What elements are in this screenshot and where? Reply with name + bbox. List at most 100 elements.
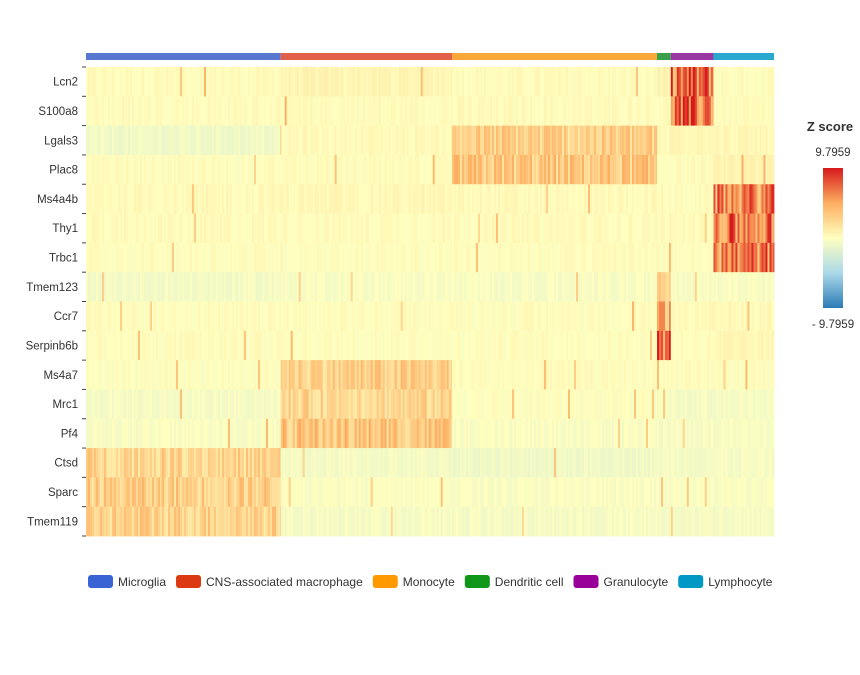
heatmap-cell [440, 418, 444, 449]
heatmap-cell [388, 213, 392, 244]
heatmap-cell [218, 154, 221, 185]
heatmap-cell [510, 330, 513, 361]
heatmap-cell [470, 301, 473, 332]
heatmap-cell [496, 418, 499, 449]
heatmap-cell [226, 213, 229, 244]
heatmap-cell [334, 389, 338, 420]
heatmap-cell [464, 301, 467, 332]
heatmap-cell [582, 418, 585, 449]
heatmap-cell [300, 125, 304, 156]
heatmap-cell [366, 242, 370, 273]
heatmap-cell [626, 154, 629, 185]
heatmap-cell [180, 242, 183, 273]
heatmap-cell [450, 125, 453, 156]
heatmap-cell [458, 360, 461, 390]
heatmap-cell [440, 96, 444, 127]
heatmap-cell [464, 96, 467, 127]
heatmap-cell [384, 67, 388, 97]
heatmap-cell [240, 67, 243, 97]
heatmap-cell [290, 301, 294, 332]
heatmap-cell [588, 330, 591, 361]
heatmap-cell [680, 213, 684, 244]
heatmap-cell [250, 96, 253, 127]
heatmap-cell [422, 96, 426, 127]
heatmap-cell [654, 360, 657, 390]
heatmap-cell [644, 213, 647, 244]
heatmap-cell [398, 448, 402, 478]
heatmap-cell [755, 213, 758, 244]
heatmap-cell [727, 242, 730, 273]
heatmap-cell [260, 213, 263, 244]
heatmap-cell [498, 184, 501, 214]
heatmap-cell [156, 242, 159, 273]
heatmap-cell [719, 125, 722, 156]
heatmap-cell [520, 389, 523, 420]
heatmap-cell [574, 125, 577, 156]
heatmap-cell [270, 154, 273, 185]
heatmap-cell [652, 96, 655, 127]
heatmap-cell [755, 272, 758, 302]
heatmap-cell [198, 448, 201, 478]
heatmap-cell [456, 330, 459, 361]
heatmap-cell [608, 330, 611, 361]
heatmap-cell [600, 67, 603, 97]
heatmap-cell [500, 360, 503, 390]
heatmap-cell [546, 418, 549, 449]
heatmap-cell [528, 67, 531, 97]
heatmap-cell [747, 96, 750, 127]
heatmap-cell [342, 418, 346, 449]
heatmap-cell [406, 67, 410, 97]
heatmap-cell [616, 330, 619, 361]
heatmap-cell [404, 125, 408, 156]
heatmap-cell [398, 389, 402, 420]
heatmap-cell [256, 96, 259, 127]
heatmap-cell [512, 418, 515, 449]
heatmap-cell [536, 213, 539, 244]
heatmap-cell [540, 389, 543, 420]
heatmap-cell [196, 184, 199, 214]
heatmap-cell [180, 96, 183, 127]
heatmap-cell [410, 272, 414, 302]
heatmap-cell [528, 154, 531, 185]
heatmap-cell [144, 389, 147, 420]
heatmap-cell [132, 301, 135, 332]
heatmap-cell [498, 301, 501, 332]
heatmap-cell [506, 96, 509, 127]
heatmap-cell [338, 125, 342, 156]
heatmap-cell [652, 272, 655, 302]
heatmap-cell [616, 96, 619, 127]
heatmap-cell [122, 330, 125, 361]
heatmap-cell [104, 389, 107, 420]
heatmap-cell [442, 301, 446, 332]
heatmap-cell [739, 418, 742, 449]
heatmap-cell [150, 389, 153, 420]
heatmap-cell [226, 301, 229, 332]
heatmap-cell [320, 330, 324, 361]
heatmap-cell [326, 477, 330, 508]
heatmap-cell [556, 67, 559, 97]
heatmap-cell [418, 154, 422, 185]
heatmap-cell [94, 96, 97, 127]
heatmap-cell [704, 418, 708, 449]
heatmap-cell [256, 154, 259, 185]
heatmap-cell [330, 154, 334, 185]
heatmap-cell [326, 213, 330, 244]
heatmap-cell [340, 360, 344, 390]
heatmap-cell [186, 389, 189, 420]
heatmap-cell [174, 242, 177, 273]
heatmap-cell [100, 448, 103, 478]
heatmap-cell [438, 242, 442, 273]
heatmap-cell [236, 301, 239, 332]
heatmap-cell [696, 242, 700, 273]
heatmap-cell [642, 360, 645, 390]
heatmap-cell [490, 67, 493, 97]
heatmap-cell [476, 418, 479, 449]
heatmap-cell [418, 272, 422, 302]
heatmap-cell [362, 448, 366, 478]
heatmap-cell [240, 154, 243, 185]
heatmap-cell [318, 125, 322, 156]
heatmap-cell [692, 96, 696, 127]
heatmap-cell [388, 448, 392, 478]
heatmap-cell [598, 389, 601, 420]
heatmap-cell [286, 272, 290, 302]
